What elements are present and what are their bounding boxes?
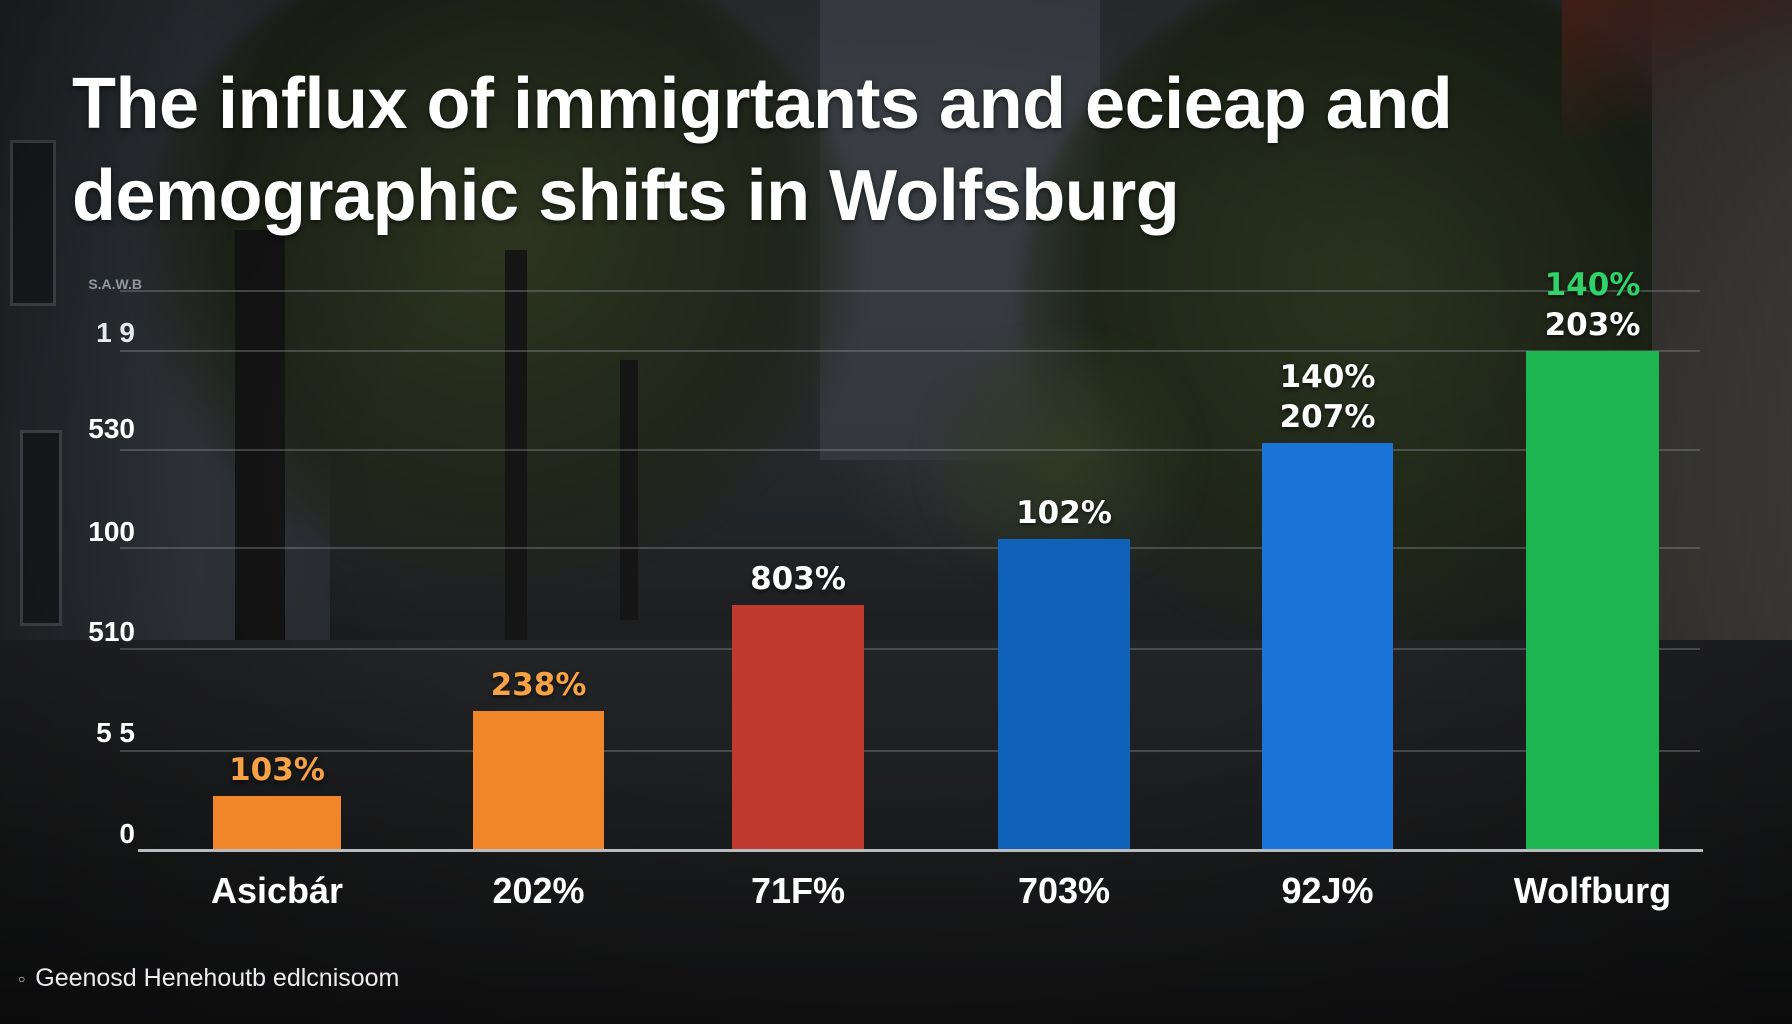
x-category-label: 71F% <box>750 870 846 911</box>
x-category-label: 703% <box>1017 870 1111 911</box>
bar-value-label: 203% <box>1544 307 1641 343</box>
source-text: Geenosd Henehoutb edlcnisoom <box>35 964 400 992</box>
y-tick-label: 5 5 <box>96 717 135 748</box>
bar-value-label: 102% <box>1016 495 1112 531</box>
x-category-label: Wolfburg <box>1513 870 1672 911</box>
tree-trunk <box>620 360 638 620</box>
gridline <box>120 547 1700 549</box>
y-tick-label: 1 9 <box>96 317 135 348</box>
gridline <box>120 750 1700 752</box>
roof-right <box>1562 0 1792 140</box>
y-tick-label: 0 <box>119 818 135 849</box>
bar <box>998 539 1130 849</box>
x-category-label: Asicbár <box>210 870 344 911</box>
gridline <box>120 449 1700 451</box>
y-tick-label: S.A.W.B <box>88 276 142 292</box>
bar <box>473 711 604 849</box>
bar <box>213 796 341 849</box>
x-category-label: 92J% <box>1281 870 1374 911</box>
tree-trunk <box>505 250 527 670</box>
y-tick-label: 510 <box>88 616 135 647</box>
bar <box>1526 351 1659 849</box>
gridline <box>120 648 1700 650</box>
y-tick-label: 530 <box>88 413 135 444</box>
bar <box>732 605 864 849</box>
bar-value-label: 803% <box>750 561 846 597</box>
chart-title-line-2: demographic shifts in Wolfsburg <box>72 156 1180 236</box>
y-tick-label: 100 <box>88 516 135 547</box>
chart-title-line-1: The influx of immigrtants and ecieap and <box>72 64 1453 144</box>
x-category-label: 202% <box>492 870 585 911</box>
bar-value-label: 103% <box>229 752 325 788</box>
bullet-icon: ○ <box>18 972 26 987</box>
bar-value-label: 140% <box>1544 267 1641 303</box>
bar-value-label: 207% <box>1279 399 1376 435</box>
x-axis-baseline <box>138 849 1703 852</box>
bar <box>1262 443 1393 849</box>
source-caption: ○ Geenosd Henehoutb edlcnisoom <box>18 962 399 995</box>
bar-value-label: 140% <box>1279 359 1376 395</box>
bar-value-label: 238% <box>490 667 587 703</box>
gridline <box>120 350 1700 352</box>
gridline <box>120 290 1700 292</box>
chart-title: The influx of immigrtants and ecieap and… <box>72 58 1672 242</box>
